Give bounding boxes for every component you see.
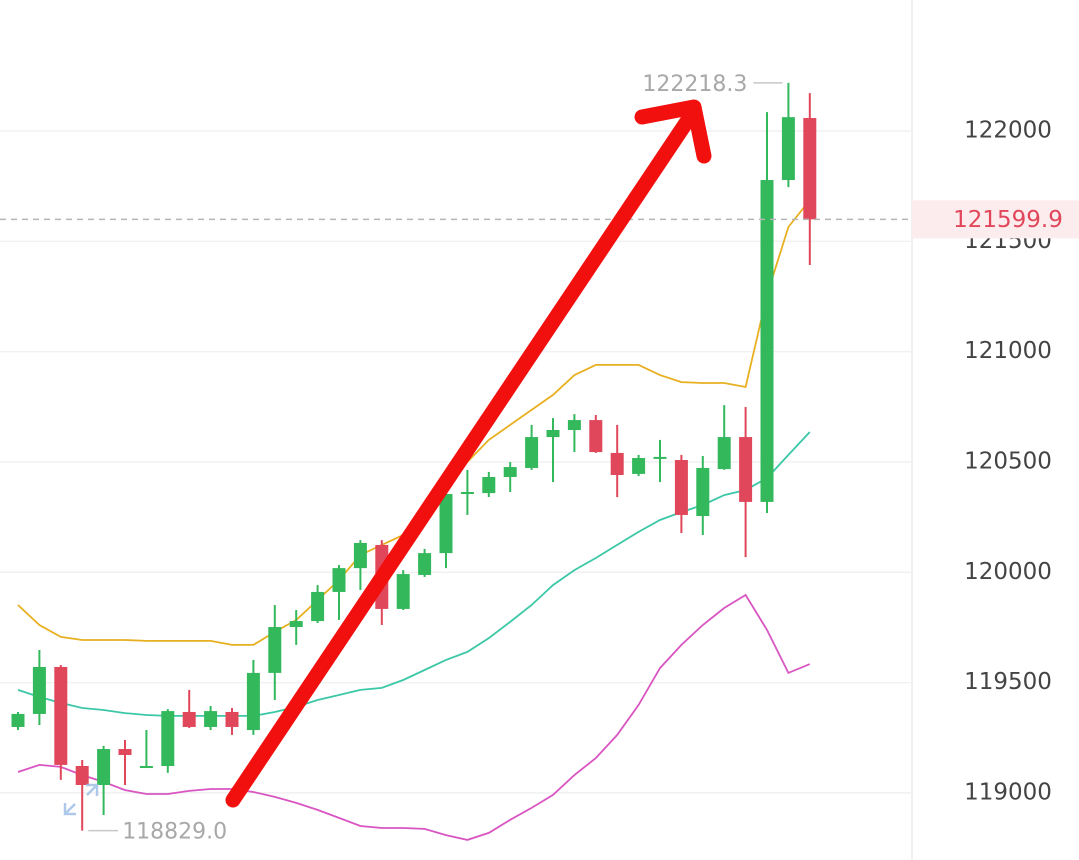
candle-body [225, 711, 239, 727]
last-price-box [912, 200, 1079, 239]
y-tick-label: 119000 [964, 779, 1052, 805]
icon-part [64, 803, 76, 815]
candle-body [503, 467, 517, 477]
candle-body [653, 456, 667, 459]
candle-body [118, 749, 132, 755]
candle-body [182, 711, 196, 727]
band-line [17, 593, 811, 841]
candle-body [546, 430, 560, 438]
candle-body [803, 118, 817, 220]
candle-body [696, 467, 710, 517]
candle-body [439, 493, 453, 554]
band-line [17, 431, 811, 717]
candle-body [139, 766, 153, 769]
candle-body [760, 180, 774, 502]
candles [11, 82, 817, 831]
candle-body [418, 553, 432, 575]
candle-body [674, 460, 688, 515]
candle-body [525, 437, 539, 468]
annotation-label: 122218.3 [642, 72, 747, 97]
drawn-arrow [225, 99, 712, 808]
y-tick-label: 121000 [964, 338, 1052, 364]
candle-body [781, 117, 795, 181]
candle-body [589, 420, 603, 453]
candle-body [353, 542, 367, 569]
y-tick-label: 119500 [964, 669, 1052, 695]
annotation-label: 118829.0 [122, 820, 227, 845]
candle-body [32, 666, 46, 714]
icon-part [86, 784, 98, 796]
candle-body [246, 672, 260, 731]
candle-body [75, 766, 89, 785]
candle-body [204, 711, 218, 727]
candle-body [460, 491, 474, 494]
candle-body [332, 568, 346, 592]
candle-body [482, 476, 496, 494]
candle-body [289, 621, 303, 628]
candle-body [567, 420, 581, 430]
candle-body [717, 437, 731, 470]
candle-body [54, 666, 68, 765]
candle-body [161, 711, 175, 767]
arrow-head [634, 99, 712, 164]
arrow-shaft [225, 106, 700, 808]
candle-body [739, 437, 753, 502]
labels: 1190001195001200001205001210001215001220… [0, 72, 1079, 845]
candle-body [311, 591, 325, 622]
candle-body [396, 574, 410, 609]
last-price-label: 121599.9 [953, 207, 1063, 233]
candle-body [97, 749, 111, 785]
y-tick-label: 120500 [964, 448, 1052, 474]
band-line [17, 199, 811, 646]
y-tick-label: 122000 [964, 118, 1052, 144]
candle-body [268, 627, 282, 673]
candle-body [632, 458, 646, 474]
candle-body [11, 713, 25, 727]
expand-icon [63, 783, 99, 816]
y-tick-label: 120000 [964, 559, 1052, 585]
candle-body [610, 452, 624, 476]
